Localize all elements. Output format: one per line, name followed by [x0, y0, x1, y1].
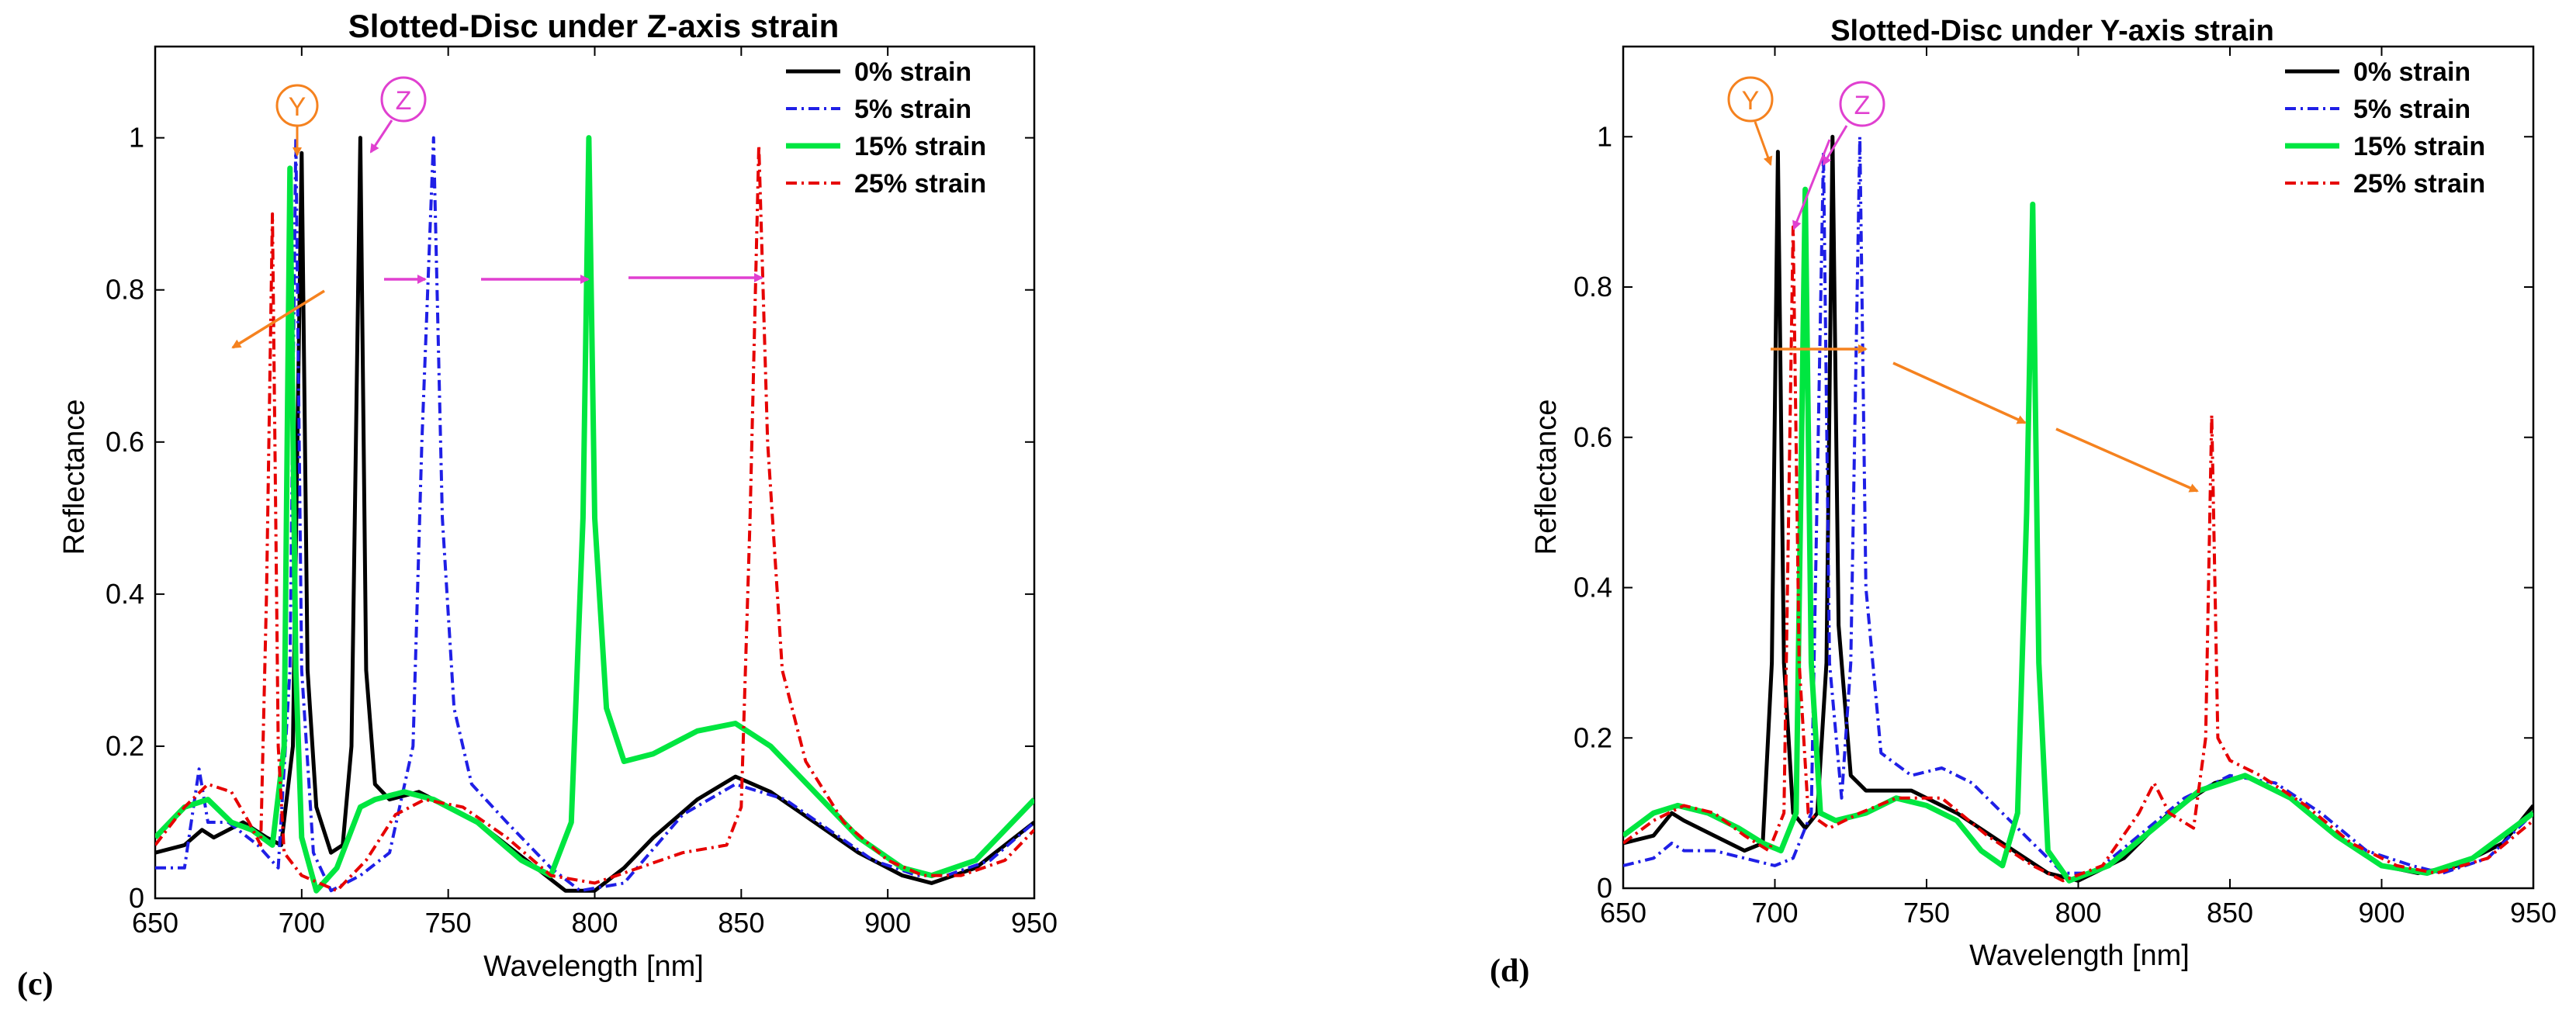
- y-axis-label: Reflectance: [58, 400, 91, 555]
- y-tick-label: 1: [1597, 120, 1612, 152]
- y-shift-arrow-2: [1892, 361, 2027, 424]
- chart-title: Slotted-Disc under Y-axis strain: [1830, 15, 2274, 47]
- series-line-15-strain: [155, 135, 1034, 894]
- series-line-15-strain: [1623, 186, 2533, 884]
- z-marker-label: Z: [396, 86, 412, 116]
- chart-panel-y-strain: Slotted-Disc under Y-axis strain 650 700 7…: [1490, 15, 2557, 989]
- x-tick-label: 800: [2055, 897, 2101, 929]
- y-tick-label: 0.2: [1574, 721, 1612, 753]
- plot-area: 650 700 750 800 850 900 950 0 0.2 0.4 0.6 0.8 1 0% st…: [1574, 45, 2557, 929]
- legend-label: 25% strain: [854, 169, 986, 199]
- y-tick-label: 0.8: [106, 274, 144, 306]
- series-line-25-strain: [155, 144, 1034, 893]
- x-tick-label: 750: [1903, 897, 1950, 929]
- legend-label: 5% strain: [2353, 95, 2470, 124]
- y-marker-label: Y: [289, 92, 306, 122]
- x-tick-label: 800: [571, 907, 618, 939]
- y-tick-label: 0.8: [1574, 271, 1612, 303]
- x-tick-label: 650: [1600, 897, 1646, 929]
- x-tick-label: 700: [1751, 897, 1798, 929]
- y-tick-label: 0.4: [106, 578, 144, 610]
- y-tick-label: 0.2: [106, 730, 144, 762]
- x-tick-label: 850: [2207, 897, 2253, 929]
- legend-label: 5% strain: [854, 95, 971, 124]
- legend-label: 0% strain: [2353, 57, 2470, 87]
- z-marker-arrow-1: [1792, 139, 1831, 230]
- y-axis-label: Reflectance: [1530, 400, 1563, 555]
- x-axis-label: Wavelength [nm]: [1969, 939, 2190, 972]
- panel-label: (d): [1490, 953, 1529, 989]
- x-axis-label: Wavelength [nm]: [483, 950, 704, 983]
- z-marker: Z: [1839, 81, 1885, 127]
- panel-label: (c): [17, 967, 54, 1002]
- z-marker-arrow-2: [1822, 125, 1848, 166]
- x-tick-label: 650: [132, 907, 178, 939]
- series-group: [1623, 134, 2533, 884]
- chart-title: Slotted-Disc under Z-axis strain: [348, 8, 839, 44]
- chart-panel-z-strain: Slotted-Disc under Z-axis strain 650 700 7…: [17, 8, 1058, 1002]
- y-tick-label: 0.4: [1574, 572, 1612, 604]
- x-tick-label: 950: [2510, 897, 2557, 929]
- x-tick-label: 900: [864, 907, 911, 939]
- y-tick-label: 0.6: [1574, 421, 1612, 453]
- legend-label: 0% strain: [854, 57, 971, 87]
- y-tick-label: 0: [1597, 872, 1612, 904]
- x-tick-label: 850: [718, 907, 764, 939]
- y-marker-label: Y: [1742, 86, 1760, 116]
- x-tick-label: 900: [2358, 897, 2405, 929]
- series-group: [155, 135, 1034, 894]
- y-shift-arrow: [231, 289, 325, 349]
- y-marker: Y: [1727, 76, 1774, 123]
- y-marker: Y: [275, 84, 319, 127]
- y-shift-arrow-3: [2055, 427, 2199, 493]
- series-line-25-strain: [1623, 225, 2533, 883]
- x-tick-label: 950: [1011, 907, 1058, 939]
- z-marker-arrow: [369, 119, 393, 154]
- y-marker-arrow: [1754, 121, 1773, 166]
- z-marker-label: Z: [1854, 91, 1871, 120]
- series-line-5-strain: [1623, 135, 2533, 875]
- z-marker: Z: [380, 76, 427, 123]
- y-tick-label: 1: [129, 122, 144, 154]
- legend-label: 25% strain: [2353, 169, 2485, 199]
- y-tick-label: 0.6: [106, 426, 144, 458]
- y-tick-label: 0: [129, 882, 144, 914]
- x-tick-label: 700: [279, 907, 325, 939]
- legend-label: 15% strain: [2353, 132, 2485, 161]
- legend-label: 15% strain: [854, 132, 986, 161]
- series-line-0-strain: [1623, 134, 2533, 883]
- x-tick-label: 750: [425, 907, 472, 939]
- series-line-5-strain: [155, 136, 1034, 893]
- plot-area: 650 700 750 800 850 900 950 0 0.2 0.4 0.6 0.8 1 0% st…: [106, 45, 1058, 939]
